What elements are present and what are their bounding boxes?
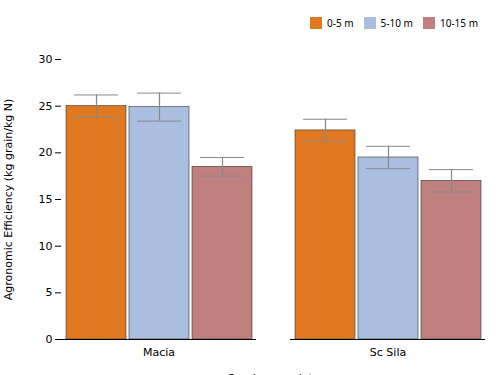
svg-text:Macia: Macia [143,346,175,359]
html-text:10-15 m: 10-15 m [439,15,478,30]
svg-text:Sorghum variety: Sorghum variety [228,372,320,375]
svg-text:20: 20 [39,146,53,159]
svg-text:30: 30 [39,53,53,66]
svg-text:5: 5 [46,286,53,299]
html-text:0-5 m: 0-5 m [327,15,354,30]
svg-text:15: 15 [39,193,53,206]
svg-text:25: 25 [39,100,53,113]
html-text:5-10 m: 5-10 m [380,15,413,30]
svg-text:0: 0 [46,333,53,346]
svg-text:10: 10 [39,240,53,253]
svg-text:Sc Sila: Sc Sila [370,346,406,359]
svg-text:Agronomic Efficiency (kg grain: Agronomic Efficiency (kg grain/kg N) [2,99,15,301]
